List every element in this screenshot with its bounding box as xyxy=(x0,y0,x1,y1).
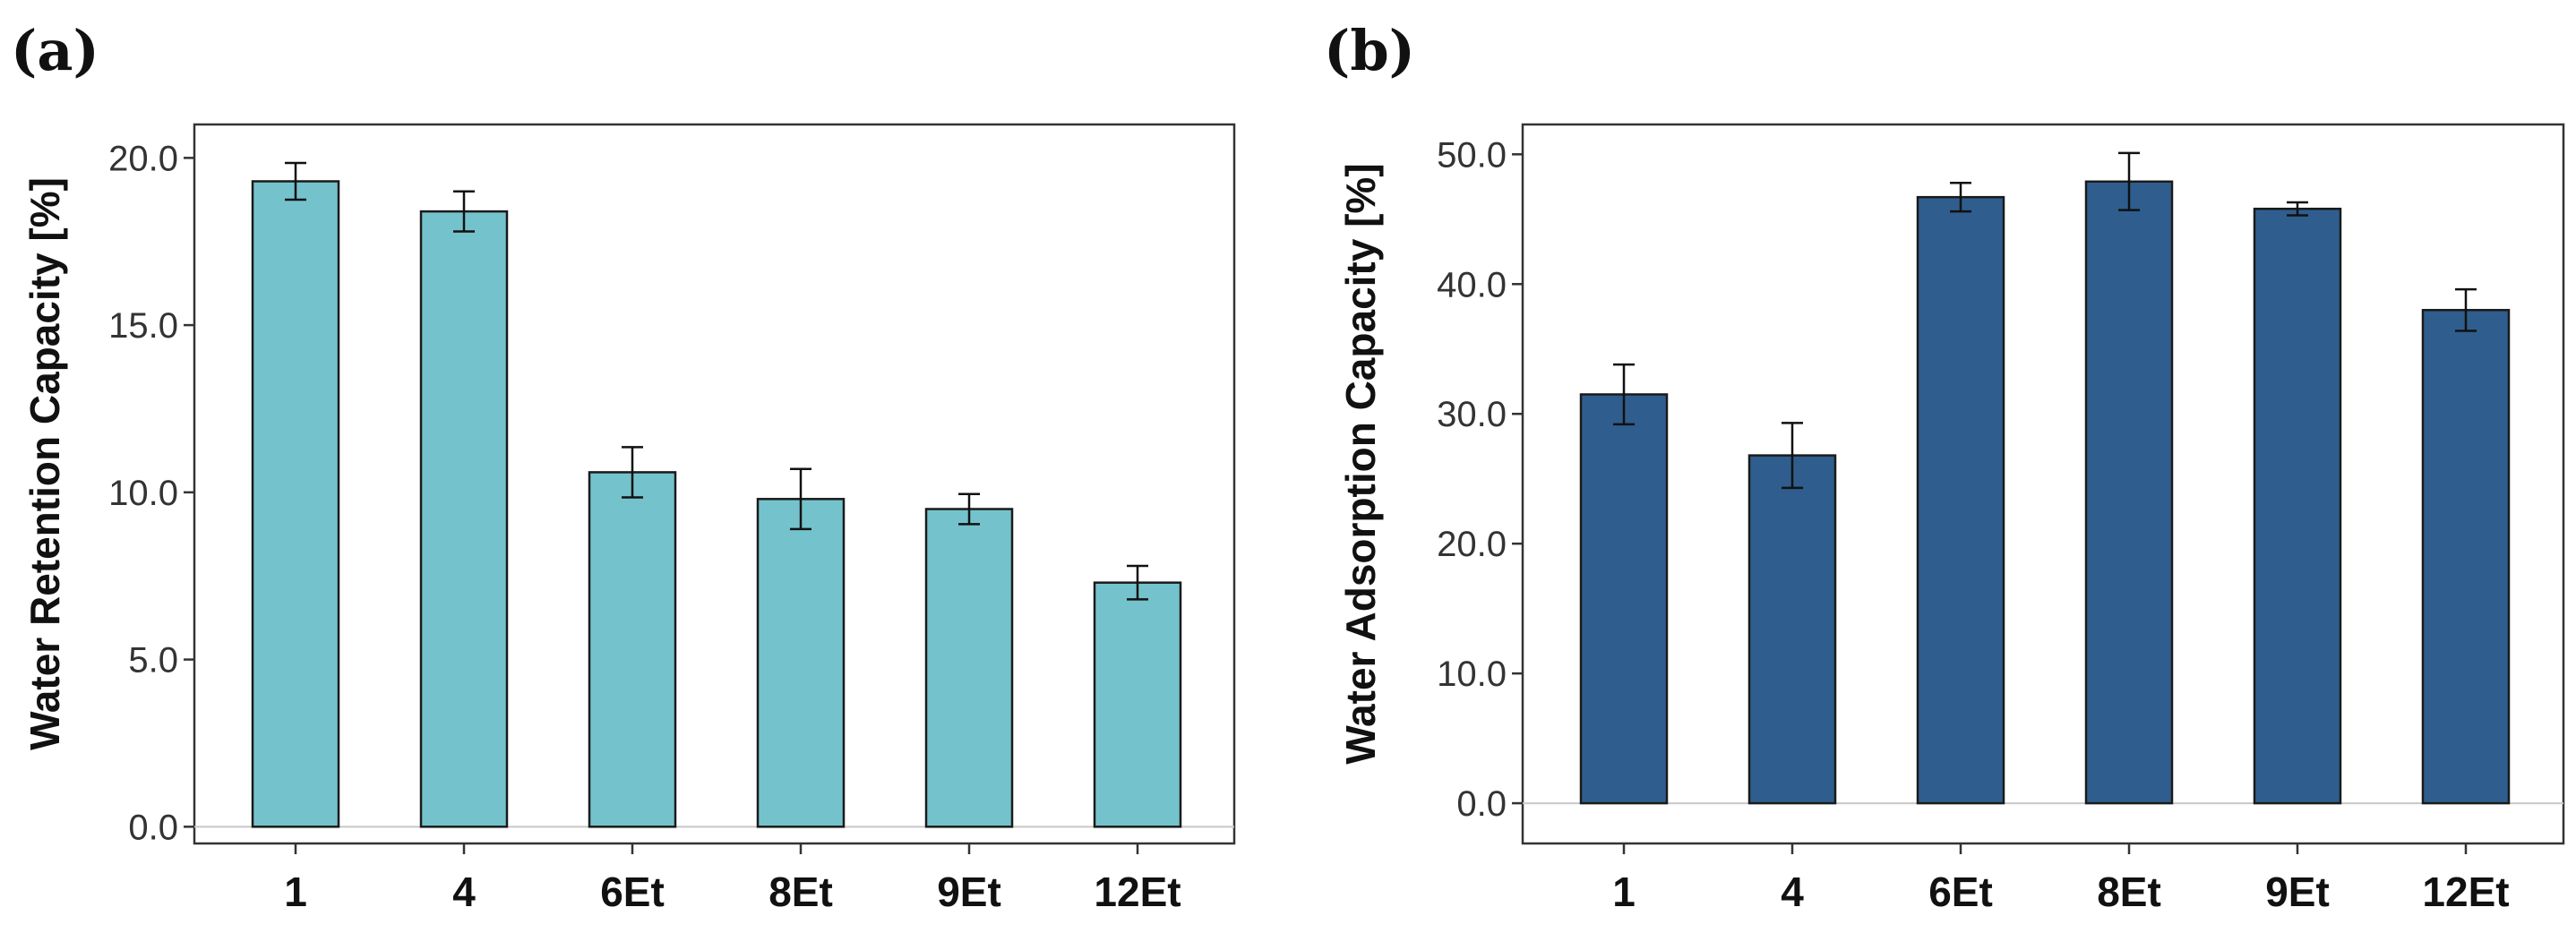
bar-a-4 xyxy=(419,210,509,828)
error-bar-b-4 xyxy=(1782,422,1803,490)
y-tick-label-a: 0.0 xyxy=(128,808,178,847)
x-tick-label-a-1: 1 xyxy=(284,869,307,915)
bar-b-4 xyxy=(1747,454,1837,805)
bar-a-12Et xyxy=(1093,581,1182,828)
error-bar-b-8Et xyxy=(2118,151,2140,211)
bar-a-8Et xyxy=(756,498,846,828)
chart-water-adsorption: (b) Water Adsorption Capacity [%] 0.0 10.… xyxy=(1324,18,2565,915)
x-tick-label-a-12Et: 12Et xyxy=(1094,869,1181,915)
chart-water-retention: (a) Water Retention Capacity [%] 0.0 5.0 1… xyxy=(11,18,1236,915)
x-tick-label-a-4: 4 xyxy=(452,869,476,915)
x-tick-label-b-6Et: 6Et xyxy=(1928,869,1993,915)
y-tick-label-a: 20.0 xyxy=(108,139,178,178)
panel-label-b: (b) xyxy=(1324,18,1415,83)
x-tick-label-b-9Et: 9Et xyxy=(2265,869,2330,915)
y-tick-label-b: 40.0 xyxy=(1437,265,1507,304)
y-tick-label-b: 0.0 xyxy=(1456,784,1507,824)
bar-b-1 xyxy=(1579,393,1669,805)
x-tick-label-b-8Et: 8Et xyxy=(2097,869,2161,915)
y-tick-label-b: 10.0 xyxy=(1437,655,1507,694)
y-axis-title-b: Water Adsorption Capacity [%] xyxy=(1337,163,1384,764)
panel-label-a: (a) xyxy=(11,18,99,83)
x-tick-label-b-12Et: 12Et xyxy=(2422,869,2509,915)
y-tick-label-a: 10.0 xyxy=(108,474,178,513)
bar-a-6Et xyxy=(588,471,677,828)
plot-frame-a xyxy=(193,123,1236,845)
bar-b-12Et xyxy=(2421,309,2511,805)
error-bar-a-9Et xyxy=(958,492,980,526)
y-tick-label-a: 5.0 xyxy=(128,641,178,680)
x-tick-label-a-8Et: 8Et xyxy=(769,869,833,915)
error-bar-a-12Et xyxy=(1127,564,1148,601)
bar-a-9Et xyxy=(924,508,1014,828)
error-bar-b-6Et xyxy=(1950,181,1971,213)
error-bar-a-1 xyxy=(285,161,306,201)
bar-a-1 xyxy=(251,180,340,828)
bar-b-8Et xyxy=(2084,180,2174,805)
x-tick-label-b-4: 4 xyxy=(1781,869,1804,915)
x-tick-label-a-9Et: 9Et xyxy=(937,869,1001,915)
error-bar-b-1 xyxy=(1613,363,1635,426)
y-tick-label-b: 50.0 xyxy=(1437,135,1507,175)
bar-b-6Et xyxy=(1916,195,2005,805)
error-bar-a-8Et xyxy=(790,467,811,531)
error-bar-b-9Et xyxy=(2287,201,2308,217)
error-bar-a-6Et xyxy=(622,446,643,499)
error-bar-b-12Et xyxy=(2455,287,2477,332)
y-axis-title-a: Water Retention Capacity [%] xyxy=(21,177,68,750)
bar-b-9Et xyxy=(2253,207,2342,805)
plot-frame-b xyxy=(1521,123,2565,845)
plot-area-a: 0.0 5.0 10.0 15.0 20.0 1 4 6Et 8Et 9Et 12Et xyxy=(108,139,1234,915)
y-tick-label-a: 15.0 xyxy=(108,306,178,346)
y-tick-label-b: 30.0 xyxy=(1437,395,1507,434)
error-bar-a-4 xyxy=(453,190,475,233)
y-tick-label-b: 20.0 xyxy=(1437,525,1507,564)
plot-area-b: 0.0 10.0 20.0 30.0 40.0 50.0 1 4 6Et 8Et 9Et 12Et xyxy=(1437,135,2563,915)
x-tick-label-a-6Et: 6Et xyxy=(600,869,665,915)
x-tick-label-b-1: 1 xyxy=(1612,869,1636,915)
